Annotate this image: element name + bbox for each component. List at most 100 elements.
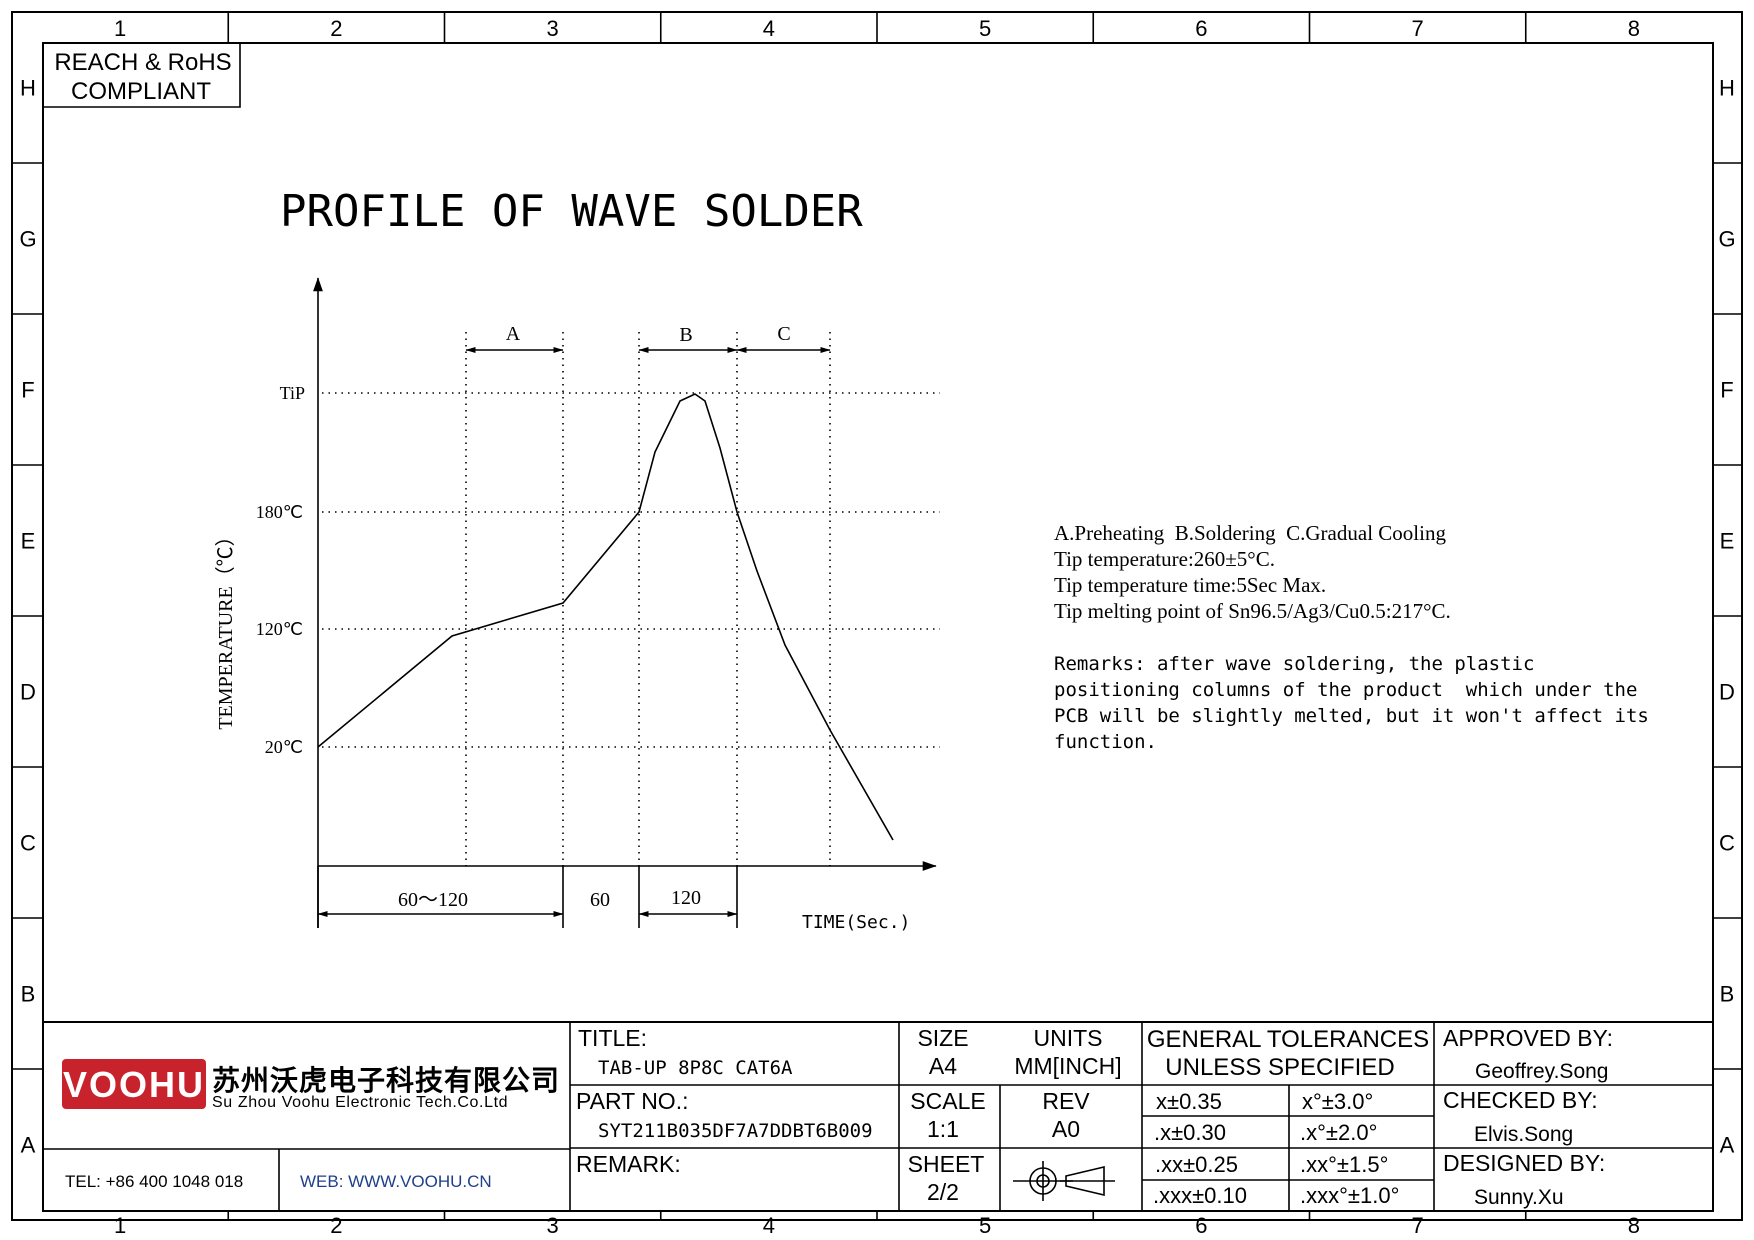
column-label-4-top: 4	[763, 16, 775, 41]
column-label-3-top: 3	[547, 16, 559, 41]
contact-tel: TEL: +86 400 1048 018	[65, 1172, 243, 1191]
size-label: SIZE	[917, 1025, 968, 1051]
column-label-3-bottom: 3	[547, 1213, 559, 1238]
row-label-G-right: G	[1718, 227, 1735, 252]
row-label-F-right: F	[1720, 378, 1733, 403]
note-line-1: A.Preheating B.Soldering C.Gradual Cooli…	[1054, 521, 1446, 545]
tol-angle-2: .xx°±1.5°	[1300, 1152, 1388, 1177]
rev-value: A0	[1052, 1116, 1080, 1142]
remark-line-4: function.	[1054, 731, 1157, 753]
column-label-6-top: 6	[1195, 16, 1207, 41]
duration-soak: 60	[590, 889, 610, 911]
company-name-en: Su Zhou Voohu Electronic Tech.Co.Ltd	[212, 1094, 508, 1111]
column-label-2-top: 2	[330, 16, 342, 41]
row-label-E-left: E	[21, 529, 36, 554]
designed-label: DESIGNED BY:	[1443, 1150, 1605, 1176]
logo-badge	[62, 1059, 206, 1109]
x-axis-label: TIME(Sec.)	[802, 912, 910, 933]
scale-value: 1:1	[927, 1116, 959, 1142]
column-label-8-top: 8	[1628, 16, 1640, 41]
checked-value: Elvis.Song	[1474, 1123, 1573, 1146]
checked-label: CHECKED BY:	[1443, 1087, 1598, 1113]
column-label-6-bottom: 6	[1195, 1213, 1207, 1238]
designed-value: Sunny.Xu	[1474, 1186, 1564, 1209]
column-label-7-top: 7	[1412, 16, 1424, 41]
compliance-line-2: COMPLIANT	[71, 78, 211, 105]
row-label-C-right: C	[1719, 831, 1735, 856]
compliance-box: REACH & RoHS COMPLIANT	[43, 43, 241, 108]
scale-label: SCALE	[910, 1088, 985, 1114]
tol-linear-1: .x±0.30	[1154, 1120, 1226, 1145]
column-label-5-top: 5	[979, 16, 991, 41]
sheet-label: SHEET	[908, 1151, 985, 1177]
part-no-value: SYT211B035DF7A7DDBT6B009	[598, 1120, 873, 1142]
zone-ticks	[12, 12, 1742, 1220]
remark-line-1: Remarks: after wave soldering, the plast…	[1054, 653, 1534, 675]
note-line-2: Tip temperature:260±5°C.	[1054, 547, 1275, 571]
row-label-E-right: E	[1720, 529, 1735, 554]
title-block-grid	[43, 1021, 1713, 1211]
tol-linear-3: .xxx±0.10	[1153, 1183, 1247, 1208]
column-label-5-bottom: 5	[979, 1213, 991, 1238]
row-label-D-left: D	[20, 680, 36, 705]
sheet-value: 2/2	[927, 1179, 959, 1205]
row-label-H-left: H	[20, 76, 36, 101]
row-label-B-right: B	[1720, 982, 1735, 1007]
y-tick-180: 180℃	[256, 502, 303, 522]
phase-b-label: B	[679, 324, 692, 346]
dotted-guides	[322, 332, 940, 866]
column-label-2-bottom: 2	[330, 1213, 342, 1238]
units-label: UNITS	[1034, 1025, 1103, 1051]
phase-c-label: C	[777, 323, 790, 345]
remark-label: REMARK:	[576, 1151, 681, 1177]
row-label-A-right: A	[1720, 1133, 1735, 1158]
process-notes: A.Preheating B.Soldering C.Gradual Cooli…	[1054, 521, 1649, 753]
zone-labels: 1 1 2 2 3 3 4 4 5 5 6 6 7 7 8 8 H H G G F F E E D D C C B B A A	[19, 16, 1735, 1238]
compliance-line-1: REACH & RoHS	[54, 49, 231, 76]
rev-label: REV	[1042, 1088, 1090, 1114]
size-value: A4	[929, 1053, 957, 1079]
approved-value: Geoffrey.Song	[1475, 1060, 1608, 1083]
duration-peak: 120	[671, 887, 701, 909]
solder-profile-diagram: PROFILE OF WAVE SOLDER TiP 180℃ 120℃ 20℃…	[214, 186, 940, 933]
remark-line-2: positioning columns of the product which…	[1054, 679, 1637, 701]
duration-dimensions: 60～120 60 120	[317, 866, 738, 928]
temperature-profile-curve	[317, 393, 894, 841]
tol-linear-0: x±0.35	[1156, 1089, 1222, 1114]
tol-angle-1: .x°±2.0°	[1300, 1120, 1377, 1145]
title-block: VOOHU 苏州沃虎电子科技有限公司 Su Zhou Voohu Electro…	[43, 1021, 1713, 1211]
note-line-4: Tip melting point of Sn96.5/Ag3/Cu0.5:21…	[1054, 599, 1451, 623]
approved-label: APPROVED BY:	[1443, 1025, 1613, 1051]
y-axis-label: TEMPERATURE（℃）	[214, 526, 237, 729]
remark-line-3: PCB will be slightly melted, but it won'…	[1054, 705, 1649, 727]
part-no-label: PART NO.:	[576, 1088, 688, 1114]
y-tick-120: 120℃	[256, 619, 303, 639]
phase-markers: A B C	[465, 323, 831, 353]
title-value: TAB-UP 8P8C CAT6A	[598, 1057, 793, 1079]
tolerances-title-1: GENERAL TOLERANCES	[1147, 1026, 1429, 1053]
company-logo: VOOHU 苏州沃虎电子科技有限公司 Su Zhou Voohu Electro…	[62, 1059, 560, 1111]
row-label-C-left: C	[20, 831, 36, 856]
column-label-7-bottom: 7	[1412, 1213, 1424, 1238]
tol-linear-2: .xx±0.25	[1155, 1152, 1238, 1177]
row-label-H-right: H	[1719, 76, 1735, 101]
logo-brand-text: VOOHU	[63, 1064, 205, 1105]
units-value: MM[INCH]	[1014, 1053, 1121, 1079]
phase-a-label: A	[506, 323, 521, 345]
y-tick-tip: TiP	[280, 383, 305, 403]
row-label-G-left: G	[19, 227, 36, 252]
company-name-cn: 苏州沃虎电子科技有限公司	[212, 1065, 560, 1096]
y-tick-20: 20℃	[265, 737, 303, 757]
duration-preheat: 60～120	[398, 889, 468, 911]
note-line-3: Tip temperature time:5Sec Max.	[1054, 573, 1326, 597]
contact-web: WEB: WWW.VOOHU.CN	[300, 1172, 492, 1191]
tol-angle-0: x°±3.0°	[1302, 1089, 1373, 1114]
column-label-8-bottom: 8	[1628, 1213, 1640, 1238]
title-label: TITLE:	[578, 1025, 647, 1051]
inner-border	[42, 42, 1714, 1212]
row-label-B-left: B	[21, 982, 36, 1007]
tol-angle-3: .xxx°±1.0°	[1300, 1183, 1399, 1208]
row-label-F-left: F	[21, 378, 34, 403]
diagram-title: PROFILE OF WAVE SOLDER	[280, 186, 863, 237]
